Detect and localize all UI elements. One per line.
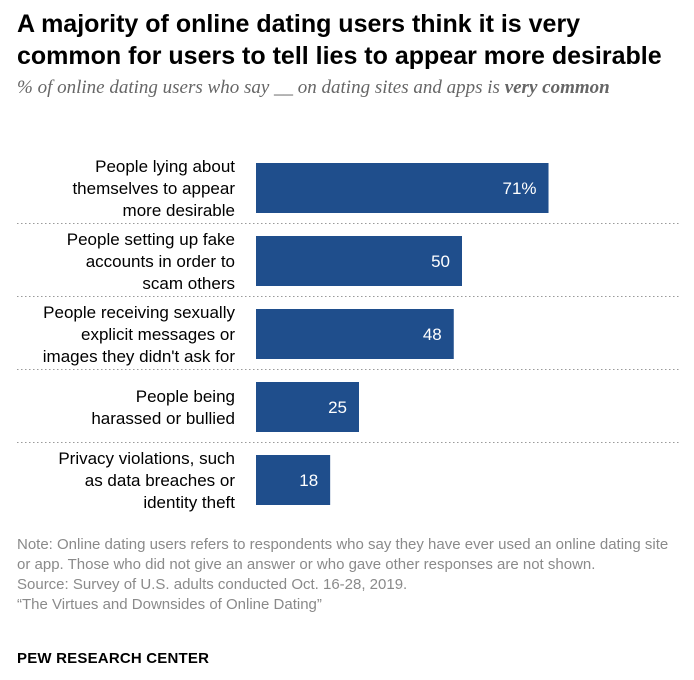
bar-value-label: 48 [423, 325, 442, 344]
subtitle-text: % of online dating users who say __ on d… [17, 77, 505, 98]
source-text: Source: Survey of U.S. adults conducted … [17, 576, 408, 593]
bar-value-label: 18 [299, 471, 318, 490]
bar [256, 236, 462, 286]
bar [256, 455, 331, 505]
brand-logo-text: PEW RESEARCH CENTER [17, 650, 210, 667]
category-label: People receiving sexually explicit messag… [43, 303, 236, 366]
category-label: Privacy violations, such as data breaches… [58, 449, 235, 512]
note-text: Note: Online dating users refers to resp… [17, 536, 669, 573]
bar-value-label: 50 [431, 252, 450, 271]
bar-value-label: 71% [502, 179, 536, 198]
category-label: People lying about themselves to appear mo… [72, 157, 235, 220]
report-title: “The Virtues and Downsides of Online Dat… [17, 596, 322, 613]
bar [256, 309, 454, 359]
bar-chart: 71% People lying about themselves to appea… [17, 157, 680, 512]
bar [256, 382, 359, 432]
chart-title: A majority of online dating users think … [17, 10, 662, 70]
chart-notes: Note: Online dating users refers to resp… [17, 535, 677, 615]
subtitle-emphasis: very common [504, 77, 610, 98]
category-label: People setting up fake accounts in order … [67, 230, 235, 293]
bar-value-label: 25 [328, 398, 347, 417]
chart-subtitle: % of online dating users who say __ on d… [17, 76, 677, 100]
bar [256, 163, 549, 213]
category-label: People being harassed or bullied [91, 387, 235, 428]
